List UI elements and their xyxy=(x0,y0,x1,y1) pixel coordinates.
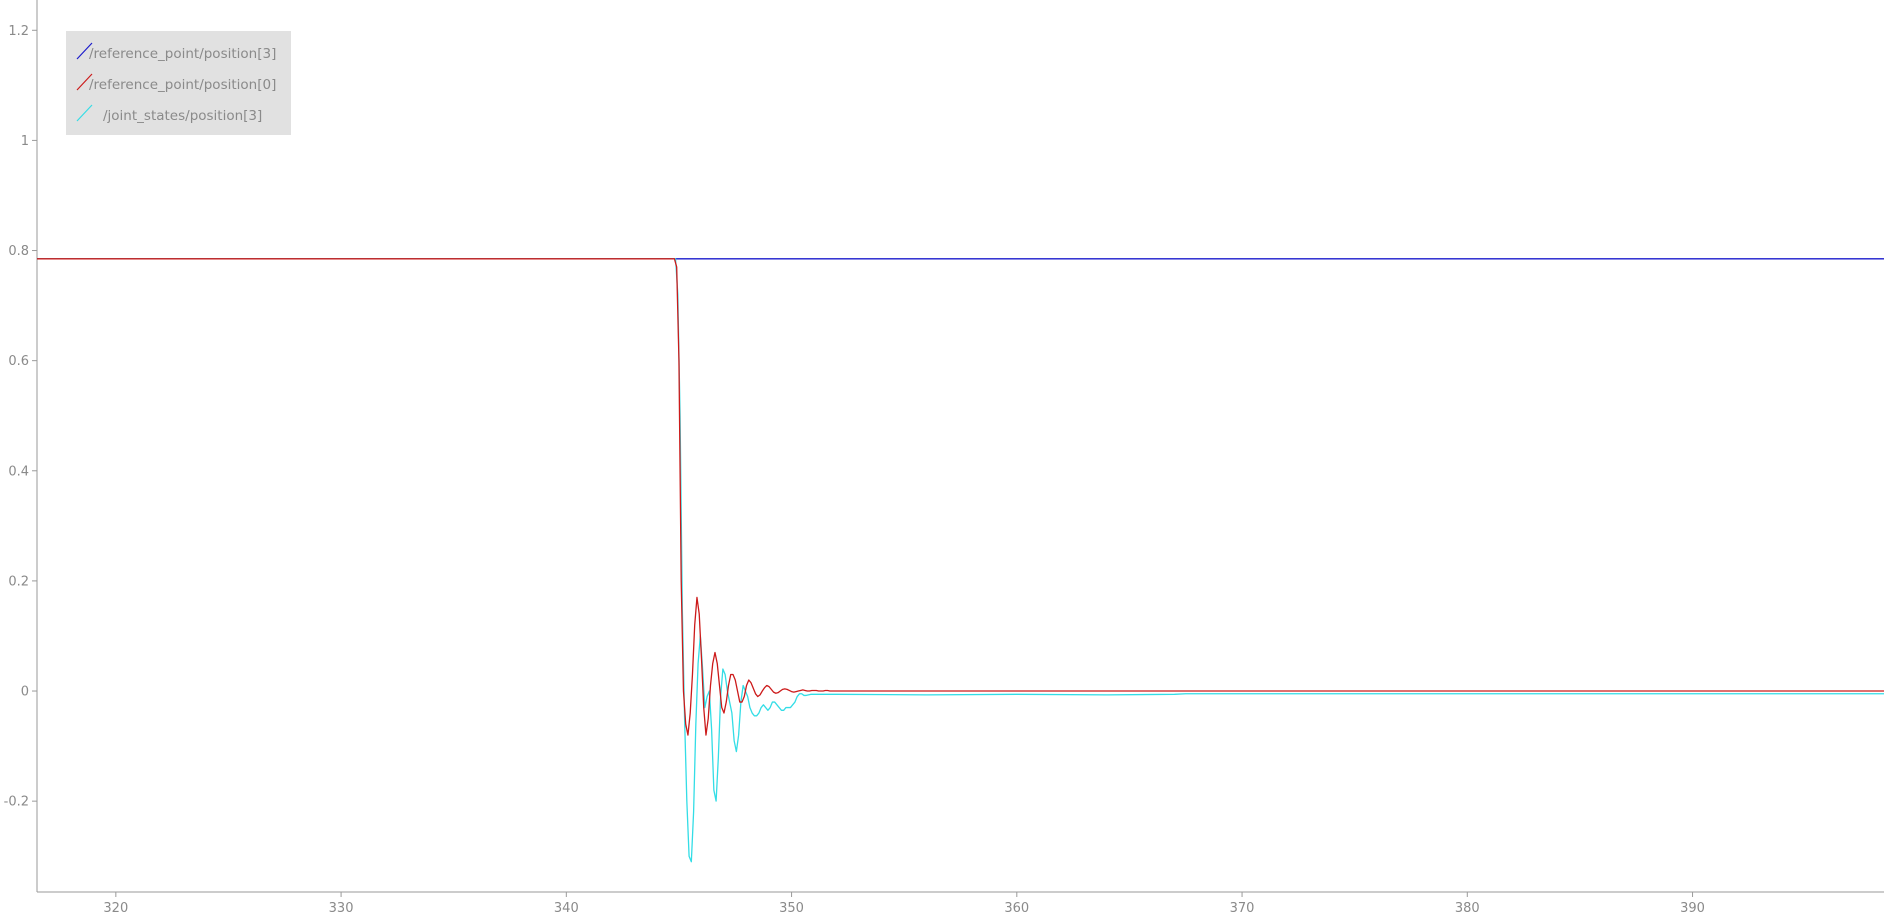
series-line-1 xyxy=(37,258,1884,736)
legend-label-1: /reference_point/position[0] xyxy=(89,77,276,93)
y-tick-label: 0.8 xyxy=(8,244,29,259)
x-tick-label: 390 xyxy=(1680,901,1705,912)
y-tick-label: 0.2 xyxy=(8,574,29,589)
legend-label-0: /reference_point/position[3] xyxy=(89,46,276,62)
legend-label-2: /joint_states/position[3] xyxy=(103,108,262,124)
axes: -0.2 0 0.2 0.4 0.6 0.8 1 1.2 320 330 340 350 360 370 3… xyxy=(4,0,1884,912)
legend: /reference_point/position[3] /reference_p… xyxy=(66,31,291,135)
x-tick-label: 380 xyxy=(1455,901,1480,912)
legend-swatch-2 xyxy=(76,104,93,122)
y-tick-label: 0.6 xyxy=(8,354,29,369)
x-tick-label: 330 xyxy=(329,901,354,912)
x-tick-label: 350 xyxy=(779,901,804,912)
y-tick-label: -0.2 xyxy=(4,795,29,810)
x-tick-label: 370 xyxy=(1230,901,1255,912)
series-layer xyxy=(37,258,1884,863)
y-tick-label: 1 xyxy=(21,134,29,149)
x-tick-label: 360 xyxy=(1004,901,1029,912)
y-tick-label: 0 xyxy=(21,685,29,700)
legend-box xyxy=(66,31,291,135)
y-tick-label: 1.2 xyxy=(8,24,29,39)
series-line-2 xyxy=(37,258,1884,863)
x-tick-label: 340 xyxy=(554,901,579,912)
x-tick-label: 320 xyxy=(103,901,128,912)
legend-swatch-0 xyxy=(76,42,93,60)
y-tick-label: 0.4 xyxy=(8,464,29,479)
legend-swatch-1 xyxy=(76,73,93,91)
